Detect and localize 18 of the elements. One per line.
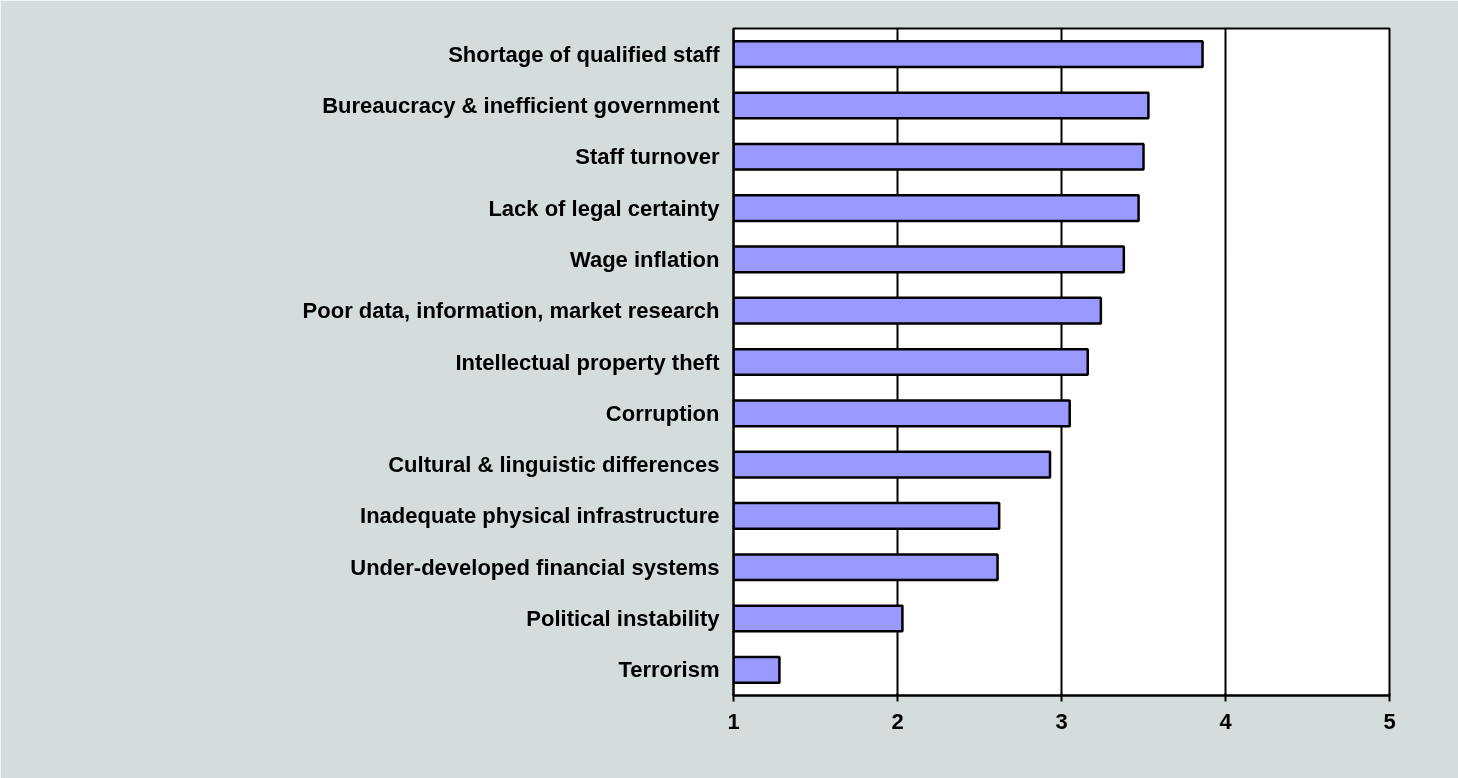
x-tick-label: 1	[727, 708, 740, 734]
y-tick-label: Shortage of qualified staff	[448, 41, 721, 67]
y-tick-label: Poor data, information, market research	[302, 298, 720, 324]
y-tick-label: Intellectual property theft	[455, 349, 721, 375]
y-tick-label: Terrorism	[618, 657, 720, 683]
x-tick-label: 4	[1219, 708, 1233, 734]
y-tick-label: Staff turnover	[575, 144, 720, 170]
y-tick-label: Under-developed financial systems	[350, 554, 720, 580]
y-tick-label: Political instability	[526, 606, 721, 632]
y-tick-label: Corruption	[605, 400, 720, 426]
y-tick-label: Lack of legal certainty	[488, 195, 721, 221]
y-tick-label: Wage inflation	[569, 246, 720, 272]
y-tick-label: Cultural & linguistic differences	[388, 452, 720, 478]
x-tick-label: 3	[1055, 708, 1068, 734]
y-tick-label: Bureaucracy & inefficient government	[322, 92, 721, 118]
y-tick-label: Inadequate physical infrastructure	[360, 503, 720, 529]
x-tick-label: 5	[1383, 708, 1396, 734]
x-tick-label: 2	[891, 708, 904, 734]
